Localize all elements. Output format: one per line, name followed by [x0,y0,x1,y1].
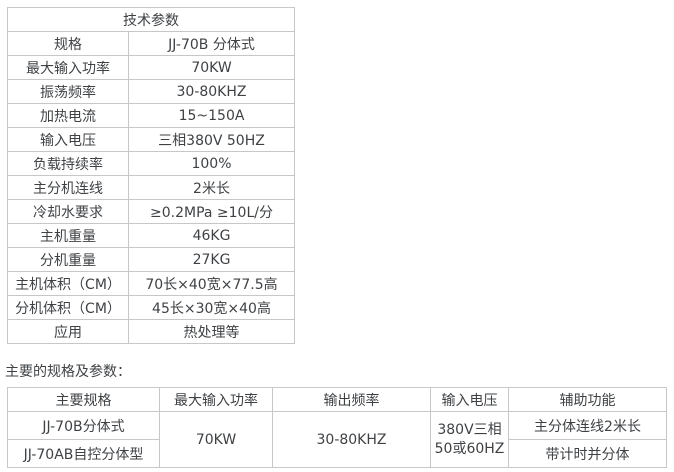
table-row: JJ-70AB自控分体型 带计时并分体 [7,439,667,468]
spec-label: 输入电压 [7,127,129,152]
spec-value: 70KW [128,55,295,80]
spec-value: 热处理等 [128,319,295,344]
spec-label: 主分机连线 [7,175,129,200]
spec-label: 冷却水要求 [7,199,129,224]
spec-value: JJ-70B 分体式 [128,31,295,56]
spec-value: 15~150A [128,103,295,128]
table-row: 分机重量 27KG [7,247,295,272]
header-input-voltage: 输入电压 [430,387,509,412]
spec-table: 技术参数 规格 JJ-70B 分体式 最大输入功率 70KW 振荡频率 30-8… [7,7,295,344]
spec-label: 主机体积（CM） [7,271,129,296]
main-section-heading: 主要的规格及参数： [5,364,131,380]
main-table-header-row: 主要规格 最大输入功率 输出频率 输入电压 辅助功能 [7,387,667,412]
voltage-line-2: 50或60HZ [434,440,505,457]
main-specs-table: 主要规格 最大输入功率 输出频率 输入电压 辅助功能 JJ-70B分体式 70K… [7,387,667,468]
voltage-cell: 380V三相 50或60HZ [430,411,509,468]
table-row: 负载持续率 100% [7,151,295,176]
header-max-input-power: 最大输入功率 [159,387,273,412]
table-row: 分机体积（CM） 45长×30宽×40高 [7,295,295,320]
table-row: 最大输入功率 70KW [7,55,295,80]
table-row: 主机体积（CM） 70长×40宽×77.5高 [7,271,295,296]
spec-value: 30-80KHZ [128,79,295,104]
spec-label: 加热电流 [7,103,129,128]
spec-label: 振荡频率 [7,79,129,104]
table-row: 加热电流 15~150A [7,103,295,128]
aux-function-cell: 带计时并分体 [508,439,667,468]
spec-value: 2米长 [128,175,295,200]
spec-value: ≥0.2MPa ≥10L/分 [128,199,295,224]
spec-label: 负载持续率 [7,151,129,176]
spec-table-title: 技术参数 [7,7,295,32]
spec-label: 主机重量 [7,223,129,248]
spec-label: 规格 [7,31,129,56]
spec-label: 分机体积（CM） [7,295,129,320]
spec-value: 100% [128,151,295,176]
spec-value: 三相380V 50HZ [128,127,295,152]
table-row: 输入电压 三相380V 50HZ [7,127,295,152]
table-row: 主分机连线 2米长 [7,175,295,200]
spec-label: 应用 [7,319,129,344]
table-row: 规格 JJ-70B 分体式 [7,31,295,56]
voltage-line-1: 380V三相 [437,422,502,439]
header-main-spec: 主要规格 [7,387,160,412]
spec-value: 70长×40宽×77.5高 [128,271,295,296]
spec-value: 27KG [128,247,295,272]
table-row: 冷却水要求 ≥0.2MPa ≥10L/分 [7,199,295,224]
table-row: 振荡频率 30-80KHZ [7,79,295,104]
table-row: JJ-70B分体式 70KW 30-80KHZ 380V三相 50或60HZ 主… [7,411,667,468]
spec-label: 分机重量 [7,247,129,272]
header-output-frequency: 输出频率 [272,387,431,412]
spec-value: 46KG [128,223,295,248]
table-row: 应用 热处理等 [7,319,295,344]
model-cell: JJ-70B分体式 [7,411,160,440]
spec-value: 45长×30宽×40高 [128,295,295,320]
power-cell: 70KW [159,411,273,468]
spec-table-title-row: 技术参数 [7,7,295,32]
aux-function-cell: 主分体连线2米长 [508,411,667,440]
table-row: 主机重量 46KG [7,223,295,248]
header-aux-functions: 辅助功能 [508,387,667,412]
spec-label: 最大输入功率 [7,55,129,80]
model-cell: JJ-70AB自控分体型 [7,439,160,468]
frequency-cell: 30-80KHZ [272,411,431,468]
